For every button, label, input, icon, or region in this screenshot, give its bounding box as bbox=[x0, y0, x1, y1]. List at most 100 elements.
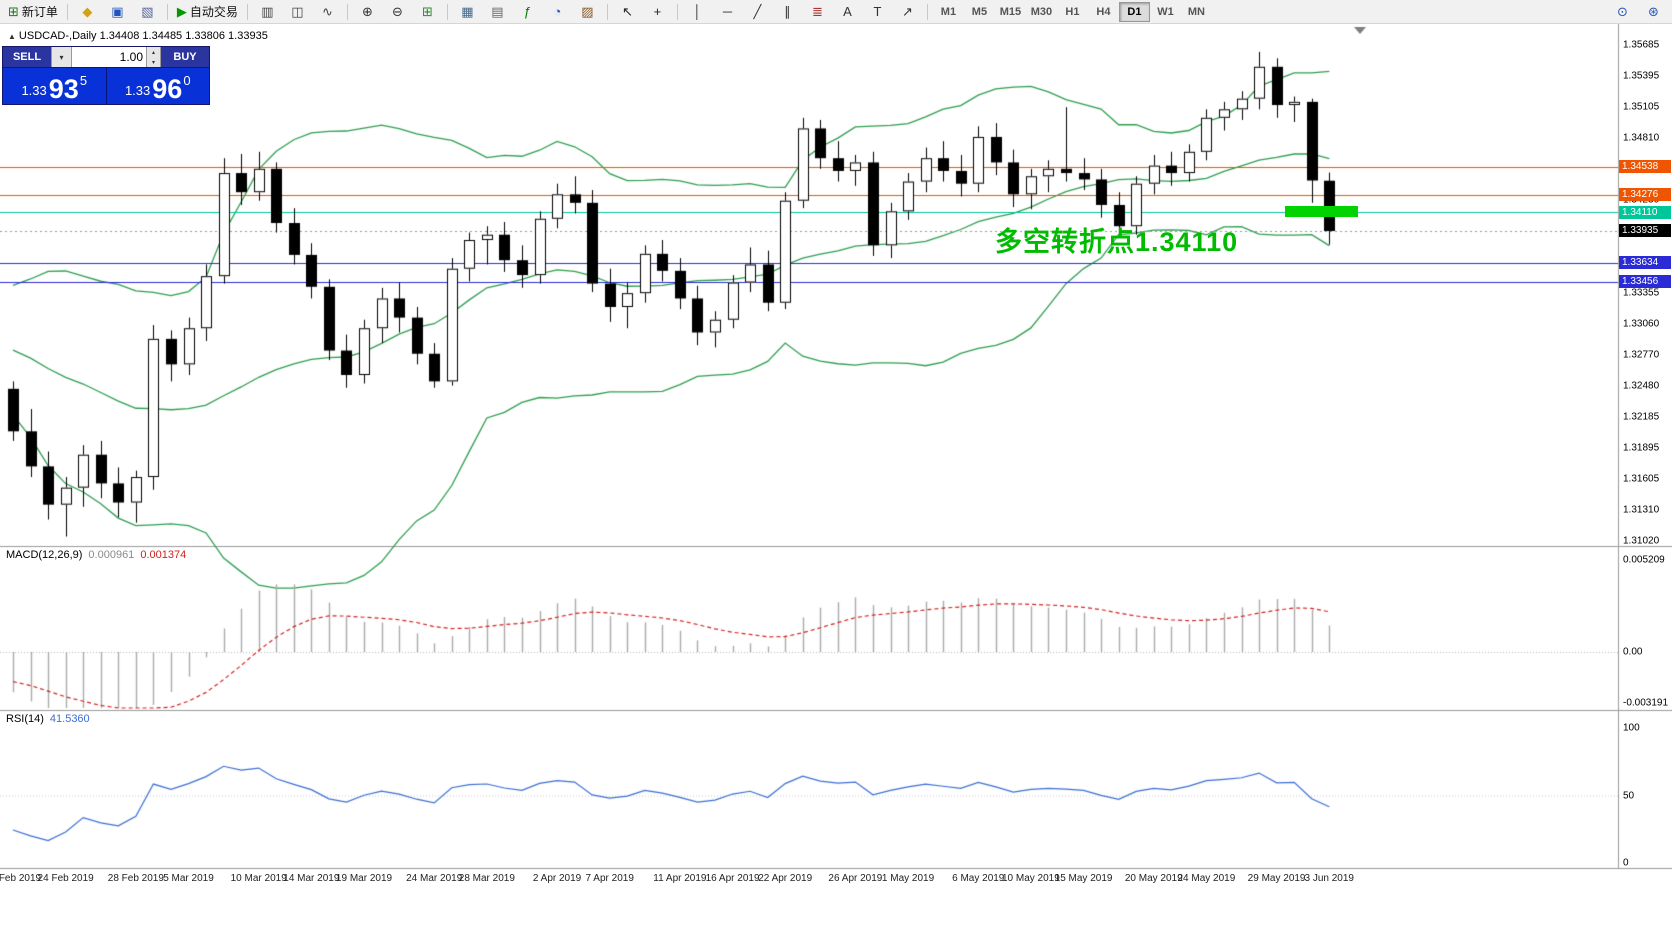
date-label: 6 May 2019 bbox=[952, 873, 1005, 884]
timeframe-m30-button[interactable]: M30 bbox=[1030, 5, 1053, 18]
autotrading-button[interactable]: ▶ 自动交易 bbox=[173, 1, 242, 23]
sell-price-small: 1.33 bbox=[21, 82, 47, 98]
line-chart-button[interactable]: ∿ bbox=[313, 1, 342, 23]
vertical-line-icon: │ bbox=[693, 4, 702, 19]
fibonacci-icon: ≣ bbox=[811, 4, 823, 19]
bar-chart-button[interactable]: ▥ bbox=[253, 1, 282, 23]
sell-price-big: 93 bbox=[48, 73, 79, 104]
zoom-in-button[interactable]: ⊕ bbox=[353, 1, 382, 23]
magnifier-icon: ⊙ bbox=[1617, 4, 1628, 19]
autotrading-icon: ▶ bbox=[176, 4, 187, 19]
sell-price-sup: 5 bbox=[79, 73, 88, 88]
timeframe-w1-button[interactable]: W1 bbox=[1157, 5, 1174, 18]
date-label: 3 Jun 2019 bbox=[1304, 873, 1355, 884]
vertical-line-button[interactable]: │ bbox=[683, 1, 712, 23]
label-icon: T bbox=[873, 4, 882, 19]
price-level-label: 1.34538 bbox=[1619, 160, 1671, 174]
templates-icon: ▨ bbox=[581, 4, 594, 19]
new-chart-button[interactable]: ▦ bbox=[453, 1, 482, 23]
timeframe-m1-button[interactable]: M1 bbox=[940, 5, 957, 18]
crosshair-button[interactable]: + bbox=[643, 1, 672, 23]
trendline-icon: ╱ bbox=[753, 4, 762, 19]
data-window-button[interactable]: ▣ bbox=[103, 1, 132, 23]
macd-axis-label: 0.00 bbox=[1623, 646, 1643, 658]
label-button[interactable]: T bbox=[863, 1, 892, 23]
text-button[interactable]: A bbox=[833, 1, 862, 23]
current-price-label: 1.33935 bbox=[1619, 224, 1671, 238]
text-icon: A bbox=[843, 4, 852, 19]
new-order-icon: ⊞ bbox=[8, 4, 19, 19]
candlestick-chart-button[interactable]: ◫ bbox=[283, 1, 312, 23]
symbol-marker-icon: ▲ bbox=[8, 31, 16, 41]
templates-button[interactable]: ▨ bbox=[573, 1, 602, 23]
date-label: 10 May 2019 bbox=[1001, 873, 1060, 884]
timeframe-h4-button[interactable]: H4 bbox=[1096, 5, 1111, 18]
date-label: 26 Apr 2019 bbox=[828, 873, 883, 884]
volume-increase-button[interactable]: ▴ bbox=[151, 49, 155, 56]
horizontal-line-icon: ─ bbox=[722, 4, 733, 19]
toolbar-separator bbox=[166, 3, 168, 20]
sell-button[interactable]: SELL bbox=[3, 47, 51, 67]
macd-axis-label: 0.005209 bbox=[1623, 554, 1665, 566]
timeframe-d1-button[interactable]: D1 bbox=[1118, 1, 1150, 22]
price-axis-tick: 1.31895 bbox=[1623, 442, 1660, 454]
periods-button[interactable]: ◔ bbox=[543, 1, 572, 23]
price-axis-tick: 1.33060 bbox=[1623, 318, 1660, 330]
timeframe-m5-button[interactable]: M5 bbox=[971, 5, 988, 18]
profiles-icon: ▤ bbox=[491, 4, 504, 19]
buy-price-button[interactable]: 1.33 96 0 bbox=[106, 68, 209, 104]
cursor-button[interactable]: ↖ bbox=[613, 1, 642, 23]
magnifier-button[interactable]: ⊙ bbox=[1608, 1, 1637, 23]
toolbar: ⊞ 新订单 ◆ ▣ ▧ ▶ 自动交易 ▥ ◫ ∿ ⊕ ⊖ ⊞ ▦ ▤ ƒ ◔ ▨ ↖ + │ ─ ╱ ∥ ≣ A T ↗ M1 M5 M15… bbox=[0, 0, 1672, 24]
date-label: 24 May 2019 bbox=[1177, 873, 1236, 884]
volume-input[interactable]: 1.00 bbox=[72, 47, 146, 67]
new-order-button[interactable]: ⊞ 新订单 bbox=[4, 1, 62, 23]
navigator-icon: ▧ bbox=[141, 4, 154, 19]
tile-windows-button[interactable]: ⊞ bbox=[413, 1, 442, 23]
channel-button[interactable]: ∥ bbox=[773, 1, 802, 23]
chevron-down-icon: ▾ bbox=[59, 52, 64, 62]
rsi-indicator-label: RSI(14) 41.5360 bbox=[6, 713, 90, 725]
horizontal-line-button[interactable]: ─ bbox=[713, 1, 742, 23]
sell-price-button[interactable]: 1.33 93 5 bbox=[3, 68, 107, 104]
new-chart-icon: ▦ bbox=[461, 4, 474, 19]
rsi-name: RSI(14) bbox=[6, 713, 44, 725]
date-label: 7 Apr 2019 bbox=[585, 873, 634, 884]
macd-indicator-label: MACD(12,26,9) 0.000961 0.001374 bbox=[6, 549, 186, 561]
price-axis-tick: 1.31310 bbox=[1623, 504, 1660, 516]
navigator-button[interactable]: ▧ bbox=[133, 1, 162, 23]
indicators-button[interactable]: ƒ bbox=[513, 1, 542, 23]
timeframe-m15-button[interactable]: M15 bbox=[999, 5, 1022, 18]
toolbar-right-group: ⊙ ⊛ bbox=[1608, 1, 1668, 23]
date-label: 11 Apr 2019 bbox=[653, 873, 707, 884]
indicators-icon: ƒ bbox=[523, 4, 532, 19]
price-level-label: 1.33456 bbox=[1619, 275, 1671, 289]
volume-decrease-button[interactable]: ▾ bbox=[151, 59, 155, 66]
timeframe-h1-button[interactable]: H1 bbox=[1065, 5, 1080, 18]
date-label: 28 Mar 2019 bbox=[458, 873, 515, 884]
order-type-dropdown[interactable]: ▾ bbox=[51, 47, 72, 67]
price-axis-tick: 1.31020 bbox=[1623, 535, 1660, 547]
pivot-annotation-text[interactable]: 多空转折点1.34110 bbox=[995, 227, 1239, 257]
buy-button[interactable]: BUY bbox=[161, 47, 209, 67]
volume-value: 1.00 bbox=[119, 50, 143, 64]
fibonacci-button[interactable]: ≣ bbox=[803, 1, 832, 23]
profiles-button[interactable]: ▤ bbox=[483, 1, 512, 23]
market-watch-button[interactable]: ◆ bbox=[73, 1, 102, 23]
price-axis-tick: 1.35685 bbox=[1623, 39, 1660, 51]
toolbar-separator bbox=[926, 3, 928, 20]
properties-button[interactable]: ⊛ bbox=[1639, 1, 1668, 23]
arrows-button[interactable]: ↗ bbox=[893, 1, 922, 23]
date-label: 22 Apr 2019 bbox=[758, 873, 813, 884]
chart-title: ▲ USDCAD-,Daily 1.34408 1.34485 1.33806 … bbox=[8, 30, 268, 42]
timeframe-mn-button[interactable]: MN bbox=[1187, 5, 1205, 18]
trendline-button[interactable]: ╱ bbox=[743, 1, 772, 23]
arrows-icon: ↗ bbox=[901, 4, 913, 19]
line-chart-icon: ∿ bbox=[321, 4, 333, 19]
price-axis-tick: 1.35105 bbox=[1623, 101, 1660, 113]
zoom-out-button[interactable]: ⊖ bbox=[383, 1, 412, 23]
zoom-out-icon: ⊖ bbox=[391, 4, 403, 19]
pivot-highlight-rectangle[interactable] bbox=[1285, 206, 1358, 217]
